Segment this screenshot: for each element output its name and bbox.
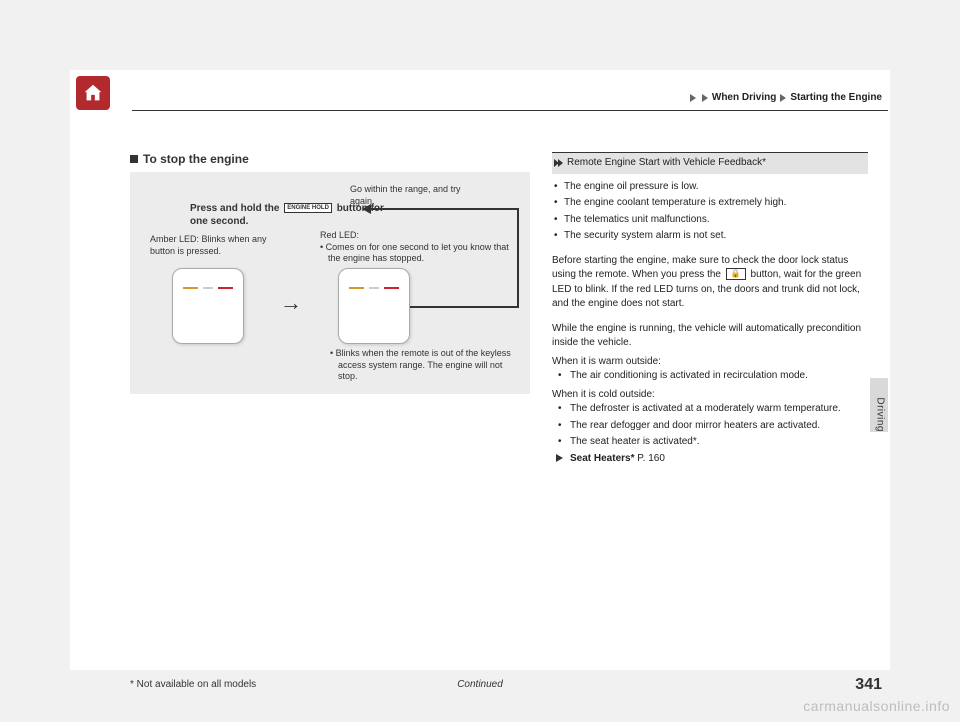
continued-label: Continued <box>457 679 503 690</box>
chevron-right-icon <box>780 94 786 102</box>
breadcrumb: When Driving Starting the Engine <box>688 92 882 103</box>
page-number: 341 <box>855 676 882 694</box>
arrow-right-icon: → <box>280 290 302 316</box>
paragraph: Before starting the engine, make sure to… <box>552 254 868 312</box>
instruction-diagram: Press and hold the ENGINE HOLD button fo… <box>130 172 530 394</box>
remote-illustration <box>172 268 244 344</box>
list-item: The engine oil pressure is low. <box>552 180 868 195</box>
info-column: Remote Engine Start with Vehicle Feedbac… <box>552 152 868 466</box>
callout-title: Remote Engine Start with Vehicle Feedbac… <box>567 156 766 171</box>
callout-header: Remote Engine Start with Vehicle Feedbac… <box>552 152 868 174</box>
square-bullet-icon <box>130 155 138 163</box>
list-item: The defroster is activated at a moderate… <box>552 402 868 417</box>
section-tab-label: Driving <box>875 397 886 432</box>
footnote: * Not available on all models <box>130 679 256 690</box>
section-title-text: To stop the engine <box>143 152 249 166</box>
engine-hold-key-icon: ENGINE HOLD <box>284 203 332 213</box>
arrow-connector <box>410 306 519 308</box>
double-chevron-icon <box>558 159 563 167</box>
section-heading: To stop the engine <box>130 152 249 166</box>
arrow-left-icon <box>362 204 371 214</box>
cold-label: When it is cold outside: <box>552 388 868 403</box>
list-item: The air conditioning is activated in rec… <box>552 369 868 384</box>
home-icon <box>82 82 104 104</box>
list-item: The security system alarm is not set. <box>552 229 868 244</box>
chevron-right-icon <box>690 94 696 102</box>
breadcrumb-item: Starting the Engine <box>790 92 882 103</box>
paragraph: While the engine is running, the vehicle… <box>552 322 868 351</box>
red-led-note: Red LED: • Comes on for one second to le… <box>320 230 510 265</box>
amber-led-note: Amber LED: Blinks when any button is pre… <box>150 234 290 257</box>
list-item: The engine coolant temperature is extrem… <box>552 196 868 211</box>
home-button[interactable] <box>76 76 110 110</box>
list-item: The rear defogger and door mirror heater… <box>552 419 868 434</box>
chevron-right-icon <box>702 94 708 102</box>
list-item: The telematics unit malfunctions. <box>552 213 868 228</box>
red-led-bullet2: • Blinks when the remote is out of the k… <box>330 348 520 383</box>
cross-reference: Seat Heaters* P. 160 <box>552 452 868 467</box>
warm-label: When it is warm outside: <box>552 355 868 370</box>
header-rule <box>132 110 888 111</box>
list-item: The seat heater is activated*. <box>552 435 868 450</box>
watermark: carmanualsonline.info <box>803 698 950 714</box>
remote-illustration <box>338 268 410 344</box>
lock-key-icon: 🔒 <box>726 268 746 280</box>
arrow-connector <box>517 208 519 308</box>
breadcrumb-item: When Driving <box>712 92 776 103</box>
arrow-connector <box>371 208 519 210</box>
